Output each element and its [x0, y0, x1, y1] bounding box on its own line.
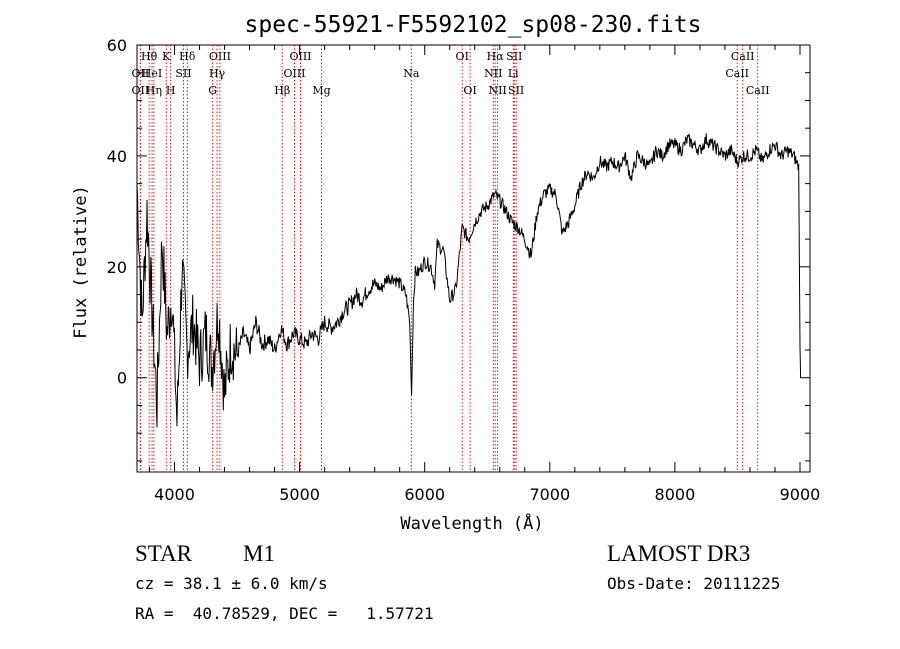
x-tick-label: 7000	[529, 485, 570, 504]
observation-date: Obs-Date: 20111225	[607, 574, 781, 593]
survey-name: LAMOST DR3	[607, 541, 751, 566]
line-marker-label: Hβ	[274, 84, 290, 97]
line-marker-label: Hγ	[209, 67, 226, 80]
line-marker-label: CaII	[725, 67, 749, 80]
object-subclass: M1	[243, 541, 275, 566]
line-marker-label: K	[162, 50, 171, 63]
line-marker-label: NII	[484, 67, 502, 80]
line-marker-label: SII	[508, 84, 524, 97]
plot-frame	[136, 44, 811, 473]
y-tick-label: 60	[107, 36, 127, 55]
line-marker-label: OI	[456, 50, 469, 63]
y-tick-label: 20	[107, 258, 127, 277]
line-marker-label: G	[208, 84, 217, 97]
y-axis-label: Flux (relative)	[71, 185, 91, 339]
y-tick-label: 40	[107, 147, 127, 166]
redshift-velocity: cz = 38.1 ± 6.0 km/s	[135, 574, 328, 593]
line-marker-label: OII	[132, 67, 150, 80]
line-marker-label: Hθ	[141, 50, 158, 63]
line-marker-label: OIII	[283, 67, 305, 80]
line-marker-label: OI	[463, 84, 476, 97]
line-marker-label: Mg	[312, 84, 330, 97]
x-tick-label: 6000	[404, 485, 445, 504]
line-marker-label: Hδ	[179, 50, 196, 63]
line-marker-label: CaII	[731, 50, 755, 63]
line-marker-label: Na	[403, 67, 420, 80]
line-marker-label: HeI	[142, 67, 162, 80]
object-class: STAR	[135, 541, 192, 566]
line-marker-label: Hα	[487, 50, 505, 63]
spectrum-line	[136, 133, 802, 428]
coordinates: RA = 40.78529, DEC = 1.57721	[135, 604, 434, 623]
line-marker-label: OII	[132, 84, 150, 97]
line-marker-label: Li	[508, 67, 519, 80]
line-marker-label: CaII	[746, 84, 770, 97]
x-axis-label: Wavelength (Å)	[400, 512, 543, 534]
x-tick-label: 9000	[780, 485, 821, 504]
line-marker-label: SII	[175, 67, 191, 80]
line-marker-label: H	[166, 84, 176, 97]
chart-title: spec-55921-F5592102_sp08-230.fits	[245, 12, 702, 38]
x-tick-label: 5000	[279, 485, 320, 504]
x-tick-label: 4000	[154, 485, 195, 504]
line-marker-label: OIII	[209, 50, 231, 63]
line-marker-label: SII	[506, 50, 522, 63]
line-marker-label: NII	[488, 84, 506, 97]
line-marker-label: Hη	[146, 84, 162, 97]
line-marker-label: OIII	[289, 50, 311, 63]
x-tick-label: 8000	[655, 485, 696, 504]
y-tick-label: 0	[117, 369, 127, 388]
